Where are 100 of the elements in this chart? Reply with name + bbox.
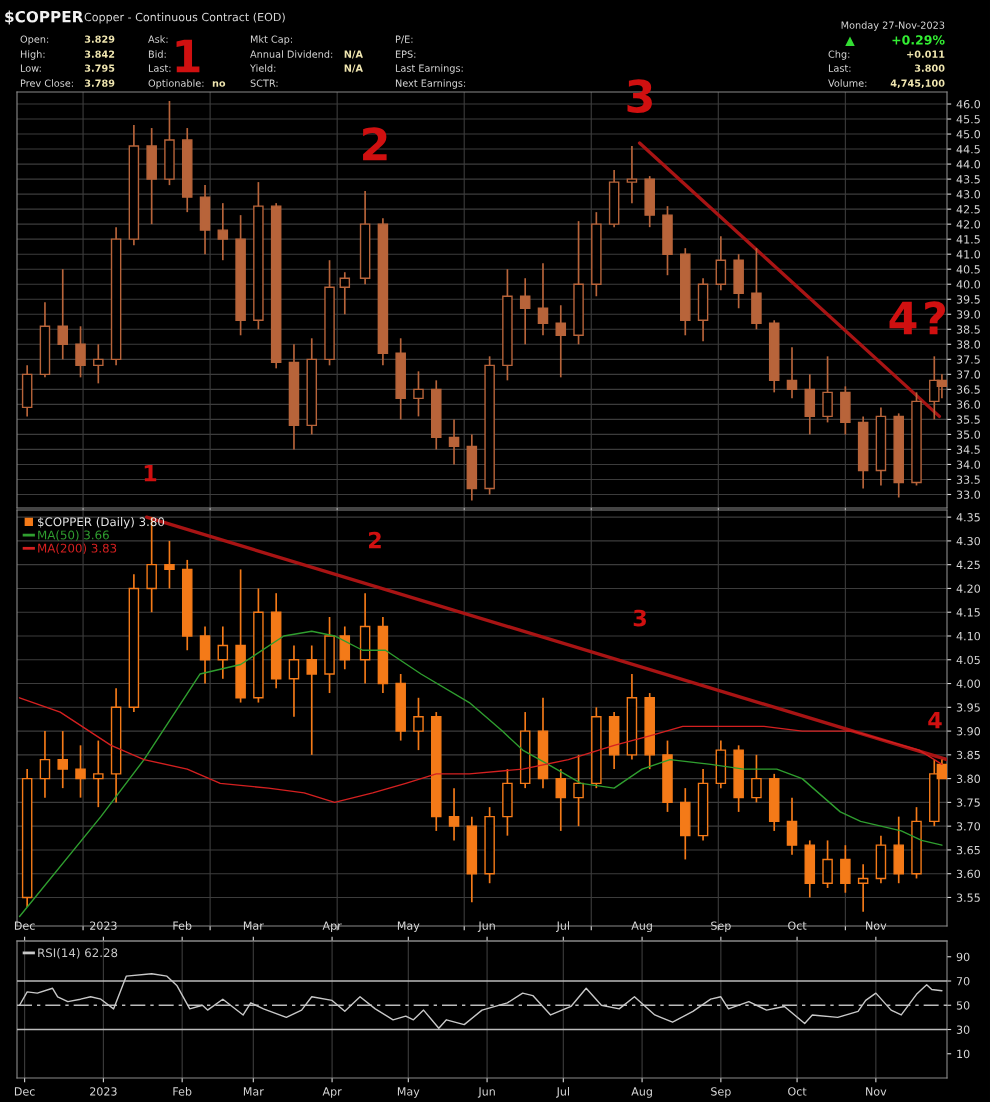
x2-tick-label: Mar: [243, 1087, 264, 1096]
y-tick-label: 4.15: [956, 608, 980, 617]
y-tick-label: 36.0: [956, 400, 981, 409]
legend-label: MA(50) 3.66: [38, 530, 109, 541]
candlestick: [217, 202, 229, 262]
y-tick-label: 39.5: [956, 295, 980, 304]
annotation: ?: [925, 301, 945, 335]
x2-tick-label: May: [397, 1087, 420, 1098]
x-tick-label: Jun: [477, 921, 495, 932]
candlestick: [199, 625, 211, 685]
candlestick: [306, 644, 318, 756]
candlestick: [413, 696, 424, 751]
candlestick: [786, 796, 798, 856]
candlestick: [57, 730, 69, 789]
x-tick-label: Apr: [322, 921, 342, 932]
candlestick: [39, 730, 51, 799]
candlestick: [786, 346, 798, 400]
text: Annual Dividend:: [250, 50, 333, 58]
y-tick-label: 10: [957, 1049, 970, 1059]
x2-tick-label: Jul: [556, 1087, 569, 1098]
x-tick-label: May: [397, 921, 420, 932]
y-tick-label: 4.05: [956, 655, 980, 665]
text: Monday 27-Nov-2023: [841, 21, 945, 31]
text: Copper - Continuous Contract (EOD): [84, 12, 285, 24]
y-tick-label: 36.5: [956, 385, 980, 394]
annotation: 3: [633, 609, 646, 627]
annotation: 2: [363, 127, 387, 161]
y-tick-label: 3.65: [956, 845, 980, 855]
text: High:: [20, 50, 45, 60]
x-tick-label: Aug: [631, 921, 652, 932]
y-tick-label: 3.95: [956, 703, 980, 712]
candlestick: [288, 644, 300, 718]
text: EPS:: [395, 50, 416, 58]
text: Bid:: [148, 50, 166, 58]
text: Optionable:: [148, 79, 204, 89]
y-tick-label: 3.80: [956, 774, 981, 783]
y-tick-label: 44.5: [956, 145, 980, 154]
y-tick-label: 45.0: [956, 130, 981, 139]
annotation: 3: [627, 79, 652, 113]
line-series: [18, 630, 943, 918]
y-tick-label: 50: [956, 1001, 970, 1010]
text: N/A: [344, 50, 363, 59]
candlestick: [93, 343, 104, 385]
text: N/A: [344, 64, 363, 73]
y-tick-label: 46.0: [956, 99, 981, 109]
y-tick-label: 3.55: [956, 893, 980, 902]
candlestick: [413, 370, 424, 418]
x2-tick-label: Apr: [322, 1087, 342, 1098]
text: Mkt Cap:: [250, 35, 292, 45]
text: 3.795: [84, 64, 115, 72]
candlestick: [75, 325, 86, 379]
text: Low:: [20, 64, 41, 72]
candlestick: [751, 754, 762, 804]
y-tick-label: 4.35: [956, 513, 980, 522]
text: no: [212, 81, 226, 87]
y-tick-label: 3.60: [956, 869, 981, 879]
legend-label: RSI(14) 62.28: [38, 948, 118, 959]
x2-tick-label: Dec: [14, 1087, 35, 1096]
candlestick: [339, 271, 351, 316]
y-tick-label: 40.0: [956, 280, 981, 289]
y-tick-label: 35.5: [956, 415, 980, 424]
candlestick: [164, 540, 175, 590]
candlestick: [822, 839, 833, 889]
x-tick-label: 2023: [90, 921, 117, 930]
y-tick-label: 39.0: [956, 310, 981, 319]
x2-tick-label: Sep: [711, 1087, 731, 1098]
candlestick: [448, 418, 460, 466]
text: 3.829: [84, 35, 115, 43]
candlestick: [537, 262, 549, 337]
y-tick-label: 38.5: [956, 325, 980, 334]
text: P/E:: [395, 35, 413, 44]
y-tick-label: 42.5: [956, 205, 980, 214]
candlestick: [857, 863, 869, 913]
y-tick-label: 70: [956, 976, 970, 986]
x-tick-label: Jul: [556, 921, 569, 932]
y-tick-label: 3.70: [956, 822, 981, 831]
text: Last:: [828, 64, 851, 72]
y-tick-label: 34.5: [956, 445, 980, 454]
line-series: [18, 973, 943, 1029]
text: Next Earnings:: [395, 79, 466, 89]
text: Ask:: [148, 35, 168, 43]
y-tick-label: 43.0: [956, 190, 981, 199]
text: Open:: [20, 35, 49, 45]
y-tick-label: 37.0: [956, 370, 981, 379]
text: $COPPER: [5, 10, 84, 25]
x2-tick-label: Oct: [788, 1087, 807, 1096]
x2-tick-label: Nov: [866, 1087, 887, 1096]
y-tick-label: 43.5: [956, 175, 980, 184]
annotation: 2: [369, 531, 381, 549]
candlestick: [448, 787, 460, 842]
candlestick: [555, 768, 567, 832]
annotation: 4: [928, 711, 942, 729]
text: 4,745,100: [890, 79, 945, 89]
y-tick-label: 3.90: [956, 727, 981, 736]
y-tick-label: 41.0: [956, 250, 981, 259]
x-tick-label: Nov: [866, 921, 887, 930]
x-tick-label: Oct: [788, 921, 807, 930]
text: Volume:: [828, 79, 867, 87]
x-tick-label: Dec: [14, 921, 35, 930]
y-tick-label: 38.0: [956, 340, 981, 349]
